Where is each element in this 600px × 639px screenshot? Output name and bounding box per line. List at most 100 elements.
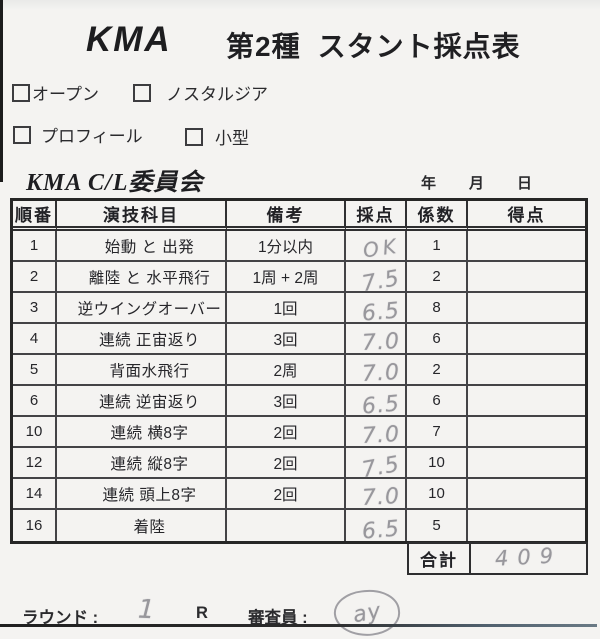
row-score-cell: 6.5	[346, 510, 407, 545]
handwritten-total: 409	[494, 543, 563, 571]
handwritten-score: 6.5	[360, 298, 402, 327]
row-no: 3	[13, 293, 57, 324]
row-remark: 1分以内	[227, 231, 346, 262]
row-no: 10	[13, 417, 57, 448]
row-points	[468, 324, 585, 355]
row-remark: 3回	[227, 324, 346, 355]
page-title: 第2種 スタント採点表	[226, 25, 521, 65]
checkbox-square-icon[interactable]	[12, 83, 30, 102]
row-remark: 3回	[227, 386, 346, 417]
handwritten-score: 7.0	[361, 329, 401, 356]
scan-edge-artifact	[0, 0, 3, 182]
row-remark: 2回	[227, 479, 346, 510]
month-label: 月	[469, 175, 485, 192]
handwritten-score: 7.0	[361, 360, 401, 387]
round-unit-label: R	[196, 604, 208, 622]
row-subject: 始動 と 出発	[57, 231, 227, 262]
row-score-cell: 7.0	[346, 417, 407, 449]
row-remark	[227, 510, 346, 541]
row-points	[468, 293, 585, 324]
row-subject: 逆ウイングオーバー	[57, 293, 227, 324]
row-points	[468, 448, 585, 479]
scan-top-shade	[0, 0, 600, 10]
row-no: 1	[13, 231, 57, 262]
row-score-cell: 7.5	[346, 262, 407, 297]
row-subject: 着陸	[57, 510, 227, 541]
row-points	[468, 417, 585, 448]
row-score-cell: OK	[346, 231, 407, 262]
row-score-cell: 6.5	[346, 293, 407, 327]
col-header-factor: 係数	[407, 201, 468, 231]
row-points	[468, 386, 585, 417]
row-score-cell: 7.0	[346, 324, 407, 356]
row-score-cell: 7.5	[346, 448, 407, 483]
day-label: 日	[517, 175, 533, 192]
row-subject: 背面水飛行	[57, 355, 227, 386]
row-subject: 連続 頭上8字	[57, 479, 227, 510]
col-header-subject: 演技科目	[57, 201, 227, 231]
row-points	[468, 479, 585, 510]
row-factor: 10	[407, 479, 468, 510]
row-factor: 8	[407, 293, 468, 324]
row-factor: 6	[407, 386, 468, 417]
row-no: 5	[13, 355, 57, 386]
bottom-rule	[0, 624, 597, 627]
handwritten-score: 7.0	[361, 484, 401, 511]
checkbox-small-label: 小型	[215, 129, 249, 148]
handwritten-round-number: 1	[137, 594, 156, 626]
row-factor: 7	[407, 417, 468, 448]
row-no: 14	[13, 479, 57, 510]
checkbox-square-icon[interactable]	[133, 83, 151, 102]
row-points	[468, 510, 585, 541]
row-no: 12	[13, 448, 57, 479]
handwritten-score: 6.5	[360, 391, 402, 420]
row-score-cell: 6.5	[346, 386, 407, 420]
col-header-no: 順番	[13, 201, 57, 231]
date-labels: 年 月 日	[421, 172, 532, 193]
checkbox-profile-label: プロフィール	[41, 127, 143, 146]
row-factor: 10	[407, 448, 468, 479]
row-factor: 1	[407, 231, 468, 262]
col-header-score: 採点	[346, 201, 407, 231]
score-table: 順番 演技科目 備考 採点 係数 得点 1 始動 と 出発 1分以内 OK 1 …	[10, 198, 588, 545]
checkbox-nostalgia-label: ノスタルジア	[166, 85, 268, 104]
checkbox-square-icon[interactable]	[13, 125, 31, 144]
row-subject: 連続 正宙返り	[57, 324, 227, 355]
checkbox-square-icon[interactable]	[185, 127, 203, 146]
total-box: 合計 409	[407, 542, 588, 575]
row-factor: 2	[407, 262, 468, 293]
row-score-cell: 7.0	[346, 479, 407, 511]
row-subject: 連続 横8字	[57, 417, 227, 448]
row-subject: 連続 逆宙返り	[57, 386, 227, 417]
row-no: 6	[13, 386, 57, 417]
row-factor: 5	[407, 510, 468, 541]
committee-title: KMA C/L委員会	[26, 170, 204, 196]
row-remark: 2回	[227, 448, 346, 479]
row-no: 2	[13, 262, 57, 293]
row-factor: 6	[407, 324, 468, 355]
col-header-remark: 備考	[227, 201, 346, 231]
row-remark: 2回	[227, 417, 346, 448]
row-subject: 離陸 と 水平飛行	[57, 262, 227, 293]
checkbox-profile[interactable]: プロフィール	[13, 122, 143, 147]
row-score-cell: 7.0	[346, 355, 407, 387]
judge-signature-circle: ay	[331, 586, 403, 639]
row-factor: 2	[407, 355, 468, 386]
row-points	[468, 355, 585, 386]
row-subject: 連続 縦8字	[57, 448, 227, 479]
title-class: 第2種	[226, 31, 301, 62]
title-name: スタント採点表	[317, 31, 521, 62]
checkbox-open[interactable]: オープン	[12, 80, 99, 105]
row-points	[468, 231, 585, 262]
handwritten-score: 6.5	[360, 516, 402, 545]
handwritten-score: 7.0	[361, 422, 401, 449]
total-label: 合計	[409, 544, 471, 573]
row-remark: 1回	[227, 293, 346, 324]
org-logo-text: KMA	[86, 20, 172, 59]
handwritten-score: OK	[361, 233, 401, 262]
checkbox-small[interactable]: 小型	[185, 124, 249, 149]
checkbox-nostalgia[interactable]: ノスタルジア	[133, 80, 268, 105]
checkbox-open-label: オープン	[32, 85, 99, 104]
year-label: 年	[421, 175, 437, 192]
row-remark: 1周 + 2周	[227, 262, 346, 293]
